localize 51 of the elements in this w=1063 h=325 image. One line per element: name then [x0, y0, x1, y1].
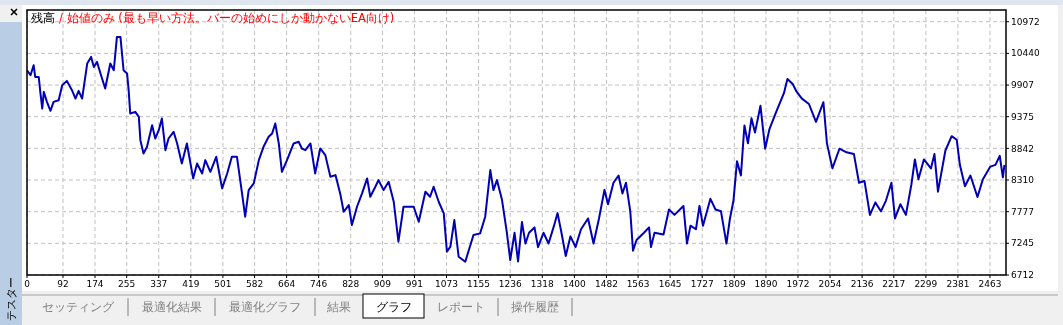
text: セッティング	[42, 300, 115, 314]
x-tick-label: 582	[245, 279, 264, 289]
y-tick-label: 8842	[1011, 143, 1034, 154]
x-tick-label: 1400	[562, 279, 587, 289]
y-tick-label: 6712	[1011, 270, 1034, 281]
x-tick-label: 2054	[818, 279, 842, 289]
chart-subtitle: / 始値のみ (最も早い方法。バーの始めにしか動かないEA向け)	[59, 11, 395, 25]
x-tick-label: 1972	[786, 279, 810, 289]
x-tick-label: 1563	[626, 279, 650, 289]
text: 最適化グラフ	[229, 300, 301, 314]
x-tick-label: 1236	[498, 279, 522, 289]
x-tick-label: 2381	[946, 279, 970, 289]
x-tick-label: 1890	[754, 279, 778, 289]
x-tick-label: 909	[373, 279, 392, 289]
text: 結果	[326, 300, 351, 314]
x-tick-label: 0	[24, 279, 31, 289]
x-tick-label: 2217	[882, 279, 906, 289]
chart-title: 残高	[31, 11, 55, 25]
x-tick-label: 1809	[722, 279, 746, 289]
text: 操作履歴	[511, 300, 559, 314]
y-tick-label: 10440	[1011, 48, 1040, 59]
x-tick-label: 991	[405, 279, 424, 289]
text: レポート	[437, 300, 485, 314]
x-tick-label: 337	[150, 279, 168, 289]
y-tick-label: 8310	[1011, 175, 1035, 186]
x-tick-label: 2299	[914, 279, 938, 289]
x-tick-label: 419	[182, 279, 200, 289]
text: テスター	[5, 277, 18, 321]
x-tick-label: 2463	[978, 279, 1002, 289]
x-tick-label: 664	[278, 279, 296, 289]
line-series	[26, 35, 1006, 263]
text: グラフ	[375, 300, 412, 314]
x-tick-label: 255	[118, 279, 136, 289]
x-tick-label: 828	[342, 279, 360, 289]
x-tick-label: 92	[57, 279, 69, 289]
y-tick-label: 7245	[1011, 238, 1034, 249]
y-tick-label: 7777	[1011, 206, 1034, 217]
x-tick-label: 1318	[530, 279, 555, 289]
x-tick-label: 1073	[435, 279, 458, 289]
x-tick-label: 1727	[690, 279, 714, 289]
x-tick-label: 501	[214, 279, 232, 289]
x-tick-label: 174	[86, 279, 104, 289]
x-tick-label: 1645	[658, 279, 682, 289]
y-tick-label: 10972	[1011, 16, 1040, 27]
x-tick-label: 1482	[594, 279, 618, 289]
y-tick-label: 9375	[1011, 111, 1034, 122]
x-tick-label: 2136	[850, 279, 874, 289]
x-tick-label: 1155	[467, 279, 491, 289]
x-tick-label: 746	[310, 279, 328, 289]
y-tick-label: 9907	[1011, 80, 1034, 91]
text: 最適化結果	[141, 300, 202, 314]
